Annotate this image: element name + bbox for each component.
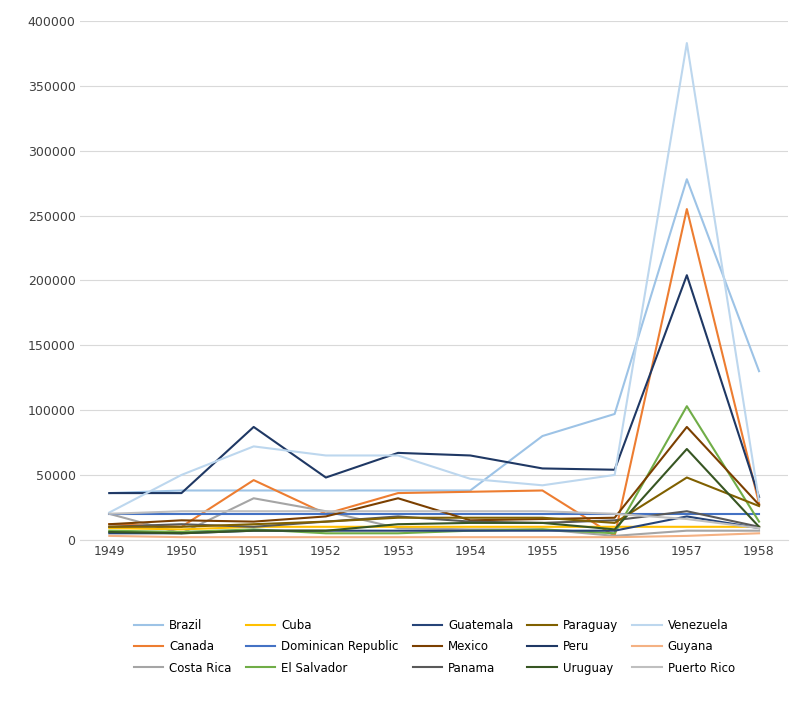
Legend: Brazil, Canada, Costa Rica, Cuba, Dominican Republic, El Salvador, Guatemala, Me: Brazil, Canada, Costa Rica, Cuba, Domini… [128, 613, 740, 681]
